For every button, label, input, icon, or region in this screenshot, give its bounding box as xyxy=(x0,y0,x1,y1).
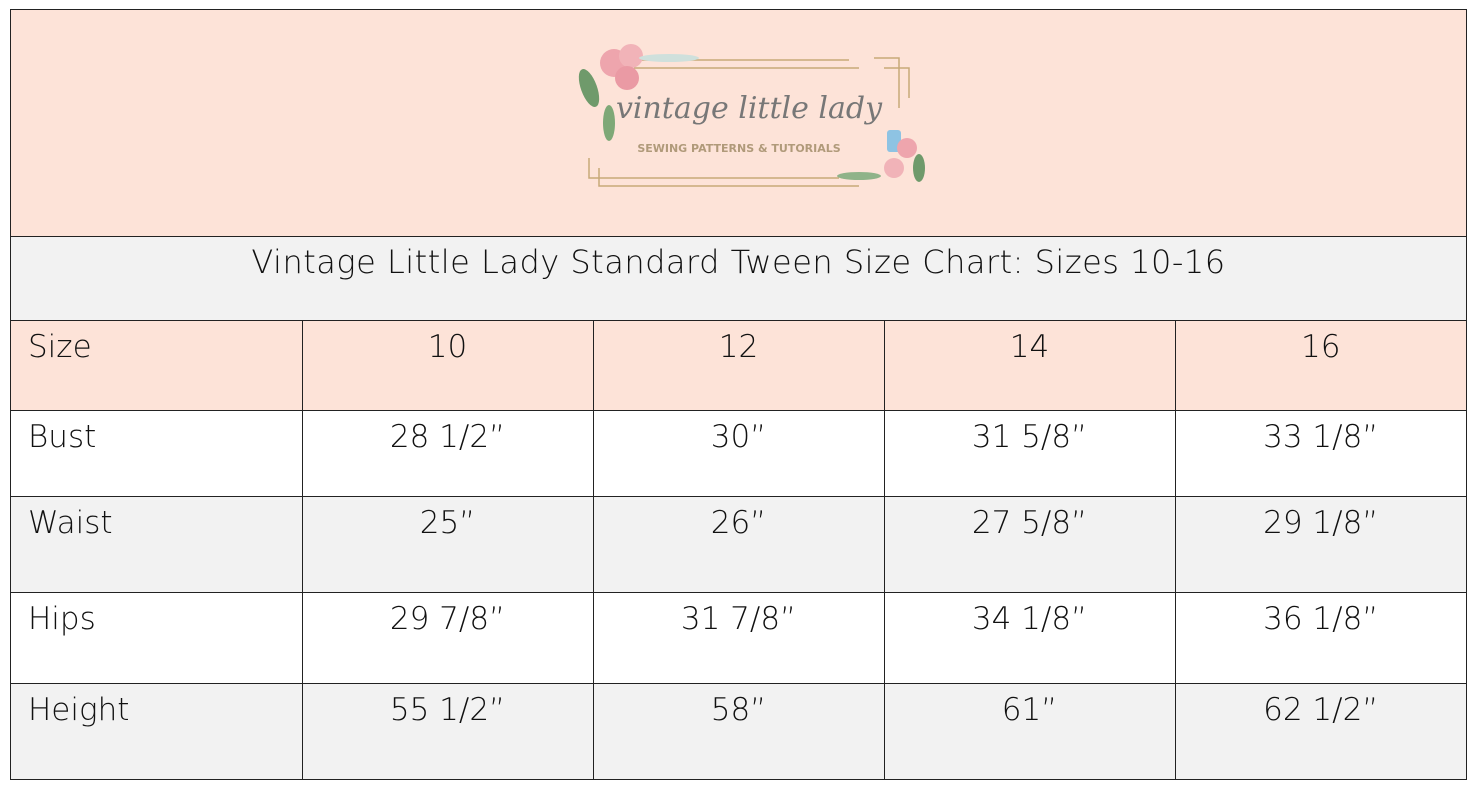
header-row: Size 10 12 14 16 xyxy=(11,321,1466,410)
logo-tagline: SEWING PATTERNS & TUTORIALS xyxy=(637,142,840,155)
header-cell: 12 xyxy=(592,321,884,410)
cell: 27 5/8” xyxy=(883,495,1175,592)
cell: 29 7/8” xyxy=(301,591,593,683)
row-label: Waist xyxy=(11,495,302,592)
cell: 62 1/2” xyxy=(1174,682,1466,779)
row-label: Height xyxy=(11,682,302,779)
cell: 58” xyxy=(592,682,884,779)
cell: 25” xyxy=(301,495,593,592)
table-row: Bust 28 1/2” 30” 31 5/8” 33 1/8” xyxy=(11,409,1466,496)
cell: 55 1/2” xyxy=(301,682,593,779)
cell: 30” xyxy=(592,409,884,496)
row-label: Bust xyxy=(11,409,302,496)
cell: 34 1/8” xyxy=(883,591,1175,683)
size-chart: vintage little lady SEWING PATTERNS & TU… xyxy=(10,9,1467,780)
brand-logo: vintage little lady SEWING PATTERNS & TU… xyxy=(578,44,925,187)
cell: 31 7/8” xyxy=(592,591,884,683)
header-cell: 10 xyxy=(301,321,593,410)
header-cell: Size xyxy=(11,321,302,410)
header-cell: 16 xyxy=(1174,321,1466,410)
row-label: Hips xyxy=(11,591,302,683)
cell: 31 5/8” xyxy=(883,409,1175,496)
chart-title: Vintage Little Lady Standard Tween Size … xyxy=(11,237,1466,321)
cell: 29 1/8” xyxy=(1174,495,1466,592)
cell: 61” xyxy=(883,682,1175,779)
cell: 33 1/8” xyxy=(1174,409,1466,496)
header-cell: 14 xyxy=(883,321,1175,410)
table-row: Waist 25” 26” 27 5/8” 29 1/8” xyxy=(11,495,1466,592)
cell: 26” xyxy=(592,495,884,592)
logo-script-text: vintage little lady xyxy=(616,91,883,126)
logo-band: vintage little lady SEWING PATTERNS & TU… xyxy=(11,10,1466,237)
size-table: Size 10 12 14 16 Bust 28 1/2” 30” 31 5/8… xyxy=(11,321,1466,779)
cell: 36 1/8” xyxy=(1174,591,1466,683)
cell: 28 1/2” xyxy=(301,409,593,496)
table-row: Hips 29 7/8” 31 7/8” 34 1/8” 36 1/8” xyxy=(11,591,1466,683)
table-row: Height 55 1/2” 58” 61” 62 1/2” xyxy=(11,682,1466,779)
